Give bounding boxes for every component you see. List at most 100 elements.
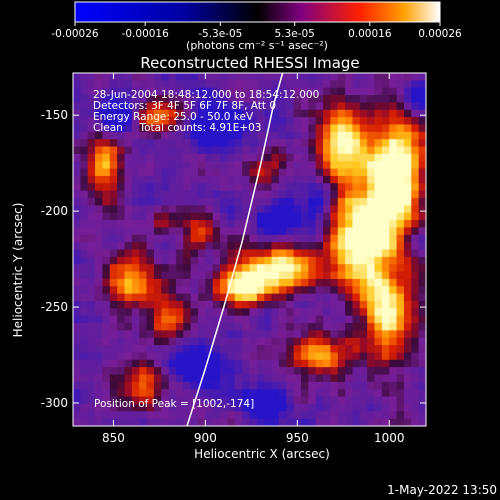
heatmap-cell xyxy=(168,139,177,147)
heatmap-cell xyxy=(367,337,375,346)
heatmap-cell xyxy=(374,212,383,221)
heatmap-cell xyxy=(95,234,103,243)
heatmap-cell xyxy=(359,80,368,89)
heatmap-cell xyxy=(124,403,133,412)
heatmap-cell xyxy=(337,381,346,390)
heatmap-cell xyxy=(271,227,280,236)
heatmap-cell xyxy=(411,389,420,397)
heatmap-cell xyxy=(418,73,426,81)
heatmap-cell xyxy=(286,139,295,147)
heatmap-cell xyxy=(374,168,383,177)
heatmap-cell xyxy=(161,381,169,390)
heatmap-cell xyxy=(411,146,420,155)
heatmap-cell xyxy=(359,139,368,147)
heatmap-cell xyxy=(168,205,177,214)
heatmap-cell xyxy=(205,161,214,169)
heatmap-cell xyxy=(403,389,412,397)
heatmap-cell xyxy=(161,95,169,103)
heatmap-cell xyxy=(271,153,280,162)
heatmap-cell xyxy=(87,242,96,250)
heatmap-cell xyxy=(80,183,89,192)
heatmap-cell xyxy=(109,220,118,228)
heatmap-cell xyxy=(183,190,192,199)
heatmap-cell xyxy=(109,80,118,89)
heatmap-cell xyxy=(87,175,96,184)
heatmap-cell xyxy=(293,396,302,405)
heatmap-cell xyxy=(381,109,390,118)
heatmap-cell xyxy=(87,212,96,221)
heatmap-cell xyxy=(256,242,265,250)
heatmap-cell xyxy=(323,249,331,258)
heatmap-cell xyxy=(190,381,199,390)
heatmap-cell xyxy=(212,175,221,184)
heatmap-cell xyxy=(367,117,375,125)
heatmap-cell xyxy=(227,256,236,265)
heatmap-cell xyxy=(337,389,346,397)
heatmap-cell xyxy=(396,300,405,309)
heatmap-cell xyxy=(418,212,426,221)
heatmap-cell xyxy=(396,242,405,250)
heatmap-cell xyxy=(352,389,361,397)
heatmap-cell xyxy=(234,139,243,147)
heatmap-cell xyxy=(190,146,199,155)
heatmap-cell xyxy=(205,330,214,339)
heatmap-cell xyxy=(403,300,412,309)
heatmap-cell xyxy=(80,102,89,111)
heatmap-cell xyxy=(249,411,258,420)
heatmap-cell xyxy=(418,345,426,353)
heatmap-cell xyxy=(374,308,383,317)
heatmap-cell xyxy=(153,286,162,295)
heatmap-cell xyxy=(330,80,339,89)
heatmap-cell xyxy=(190,389,199,397)
heatmap-cell xyxy=(381,161,390,169)
heatmap-cell xyxy=(102,227,111,236)
heatmap-cell xyxy=(95,205,103,214)
heatmap-cell xyxy=(146,139,155,147)
heatmap-cell xyxy=(271,109,280,118)
heatmap-cell xyxy=(80,330,89,339)
heatmap-cell xyxy=(117,102,125,111)
heatmap-cell xyxy=(286,109,295,118)
heatmap-cell xyxy=(418,300,426,309)
heatmap-cell xyxy=(87,109,96,118)
heatmap-cell xyxy=(381,212,390,221)
heatmap-cell xyxy=(256,381,265,390)
heatmap-cell xyxy=(190,153,199,162)
heatmap-cell xyxy=(190,418,199,426)
heatmap-cell xyxy=(381,411,390,420)
heatmap-cell xyxy=(249,403,258,412)
heatmap-cell xyxy=(278,80,287,89)
heatmap-cell xyxy=(396,256,405,265)
plot-frame xyxy=(72,72,427,427)
heatmap-cell xyxy=(117,153,125,162)
heatmap-cell xyxy=(374,256,383,265)
heatmap-cell xyxy=(396,153,405,162)
heatmap-cell xyxy=(271,198,280,206)
heatmap-cell xyxy=(264,73,272,81)
heatmap-cell xyxy=(367,286,375,295)
heatmap-cell xyxy=(308,73,317,81)
heatmap-cell xyxy=(205,190,214,199)
heatmap-cell xyxy=(117,249,125,258)
heatmap-cell xyxy=(293,153,302,162)
heatmap-cell xyxy=(87,183,96,192)
heatmap-cell xyxy=(278,234,287,243)
heatmap-cell xyxy=(381,381,390,390)
heatmap-cell xyxy=(293,359,302,368)
heatmap-cell xyxy=(359,264,368,272)
heatmap-cell xyxy=(345,418,353,426)
heatmap-cell xyxy=(146,286,155,295)
heatmap-cell xyxy=(117,205,125,214)
heatmap-cell xyxy=(323,146,331,155)
heatmap-cell xyxy=(80,389,89,397)
heatmap-cell xyxy=(234,175,243,184)
heatmap-cell xyxy=(264,293,272,302)
heatmap-cell xyxy=(411,308,420,317)
heatmap-cell xyxy=(374,220,383,228)
heatmap-cell xyxy=(286,271,295,280)
heatmap-cell xyxy=(124,73,133,81)
heatmap-cell xyxy=(367,168,375,177)
heatmap-cell xyxy=(168,323,177,331)
heatmap-cell xyxy=(300,381,309,390)
heatmap-cell xyxy=(227,396,236,405)
